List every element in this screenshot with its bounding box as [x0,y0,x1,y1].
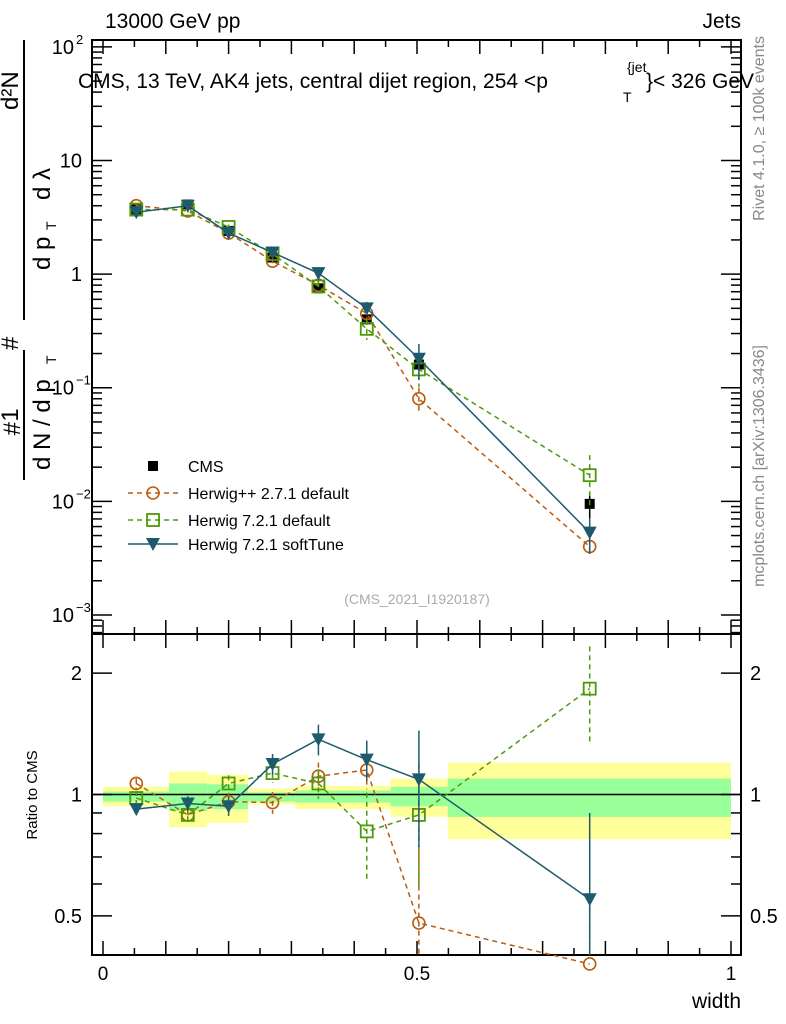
ratio-data-point [582,957,597,971]
data-point [359,302,374,316]
data-point [582,468,597,483]
ratio-y-tick-label-right: 0.5 [750,906,778,928]
main-y-axis-label: 1 d N / d p T # # d²N d p Td λ [0,40,59,480]
data-point [311,279,326,294]
legend-label: Herwig++ 2.7.1 default [188,486,350,503]
annotation-subscript: T [623,89,632,105]
ratio-data-point [129,776,144,791]
data-point [221,227,236,241]
y-tick-exponent: −1 [76,373,91,388]
x-tick-label: 0 [98,964,109,985]
series-line-3 [136,204,591,534]
ratio-data-point [582,681,597,696]
data-point [411,352,426,366]
ratio-data-point [359,824,374,839]
rivet-version-label: Rivet 4.1.0, ≥ 100k events [751,36,768,221]
annotation-tail: }< 326 GeV [646,70,754,93]
legend-label: Herwig 7.2.1 softTune [188,537,344,554]
y-tick-label: 10 [52,605,74,627]
ratio-data-point [412,916,426,930]
ylabel-hash2: # [0,336,24,350]
y-tick-exponent: 2 [76,32,83,47]
ylabel-hash: # [0,421,26,435]
legend-label: CMS [188,459,224,476]
y-tick-exponent: −2 [76,486,91,501]
ylabel-one: 1 [0,408,24,421]
ratio-data-point [180,797,195,811]
data-point [359,321,374,336]
ratio-series-line-2 [136,688,591,833]
data-point [311,267,326,281]
y-tick-label: 10 [52,37,74,59]
title-left: 13000 GeV pp [105,10,240,33]
plot-annotation: CMS, 13 TeV, AK4 jets, central dijet reg… [78,70,548,93]
ylabel-sub: T [43,355,59,364]
ratio-data-point [265,795,280,810]
ratio-y-tick-label-right: 1 [750,785,761,807]
data-point [180,199,195,213]
legend-marker [146,538,160,551]
ratio-data-point [221,800,236,814]
y-tick-label: 1 [71,264,82,286]
ylabel-num2-tail: d λ [29,168,56,200]
ratio-data-point [129,803,144,817]
ratio-data-point [265,758,280,772]
series-line-2 [136,208,591,476]
ratio-y-tick-label-right: 2 [750,663,761,685]
ratio-y-tick-label: 0.5 [54,906,82,928]
data-point [265,246,280,260]
annotation-superscript: {jet [627,59,647,75]
ratio-band-stat [103,791,169,802]
ylabel-num2-sub: T [43,221,59,230]
ratio-data-point [311,776,326,791]
ratio-data-point [221,776,236,791]
data-point [129,206,144,220]
ratio-data-point [311,733,326,747]
x-tick-label: 0.5 [404,964,430,985]
mcplots-label: mcplots.cern.ch [arXiv:1306.3436] [751,345,768,587]
title-right: Jets [702,10,741,33]
analysis-watermark: (CMS_2021_I1920187) [344,591,490,607]
ratio-series-line-3 [136,738,591,900]
data-point [412,391,426,406]
y-tick-label: 10 [52,491,74,513]
x-axis-label: width [691,990,741,1013]
ratio-data-point [582,893,597,907]
ratio-y-axis-label: Ratio to CMS [24,750,41,839]
ylabel-num2: d p [29,237,56,270]
legend-marker [146,486,160,500]
y-tick-label: 10 [52,378,74,400]
ratio-y-tick-label: 1 [71,785,82,807]
ratio-y-tick-label: 2 [71,663,82,685]
ratio-data-point [411,773,426,787]
ylabel-numerator: d²N [0,71,24,110]
ylabel-denominator: d N / d p [29,379,56,470]
y-tick-exponent: −3 [76,600,91,615]
data-point [582,526,597,540]
y-tick-label: 10 [60,151,82,173]
legend-marker [148,461,158,471]
legend-label: Herwig 7.2.1 default [188,513,331,530]
ratio-data-point [359,753,374,767]
legend-marker [146,513,160,527]
x-tick-label: 1 [726,964,737,985]
data-point [313,283,324,294]
ratio-band-stat [447,778,731,817]
